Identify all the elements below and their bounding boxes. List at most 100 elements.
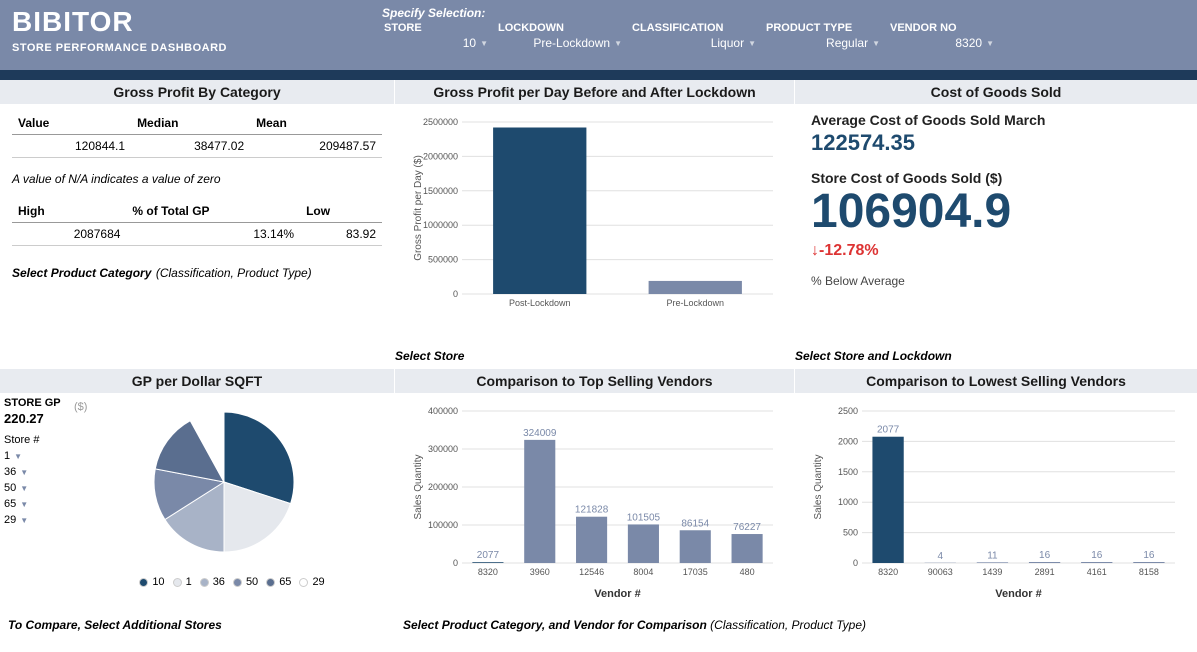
cogs-delta: ↓-12.78% — [811, 242, 1181, 260]
bar-chart-top-vendors: 0100000200000300000400000832020773960324… — [407, 401, 783, 601]
svg-text:3960: 3960 — [530, 567, 550, 577]
filter-classification-label: CLASSIFICATION — [630, 22, 760, 34]
helper-text: Select Product Category, and Vendor for … — [403, 618, 707, 632]
panel-title: Comparison to Top Selling Vendors — [395, 369, 794, 393]
helper-row-1: Select Store Select Store and Lockdown — [0, 345, 1197, 369]
row-1: Gross Profit By Category Value Median Me… — [0, 80, 1197, 345]
svg-text:86154: 86154 — [681, 518, 709, 529]
svg-text:400000: 400000 — [428, 406, 458, 416]
store-number-label: Store # — [4, 434, 66, 446]
chevron-down-icon: ▼ — [20, 516, 28, 525]
pie-chart-gp-sqft — [74, 397, 374, 567]
store-selector[interactable]: 50▼ — [4, 482, 66, 494]
store-selector[interactable]: 65▼ — [4, 498, 66, 510]
cell: 2087684 — [12, 223, 126, 246]
filter-store-label: STORE — [382, 22, 492, 34]
panel-gp-category: Gross Profit By Category Value Median Me… — [0, 80, 395, 345]
chevron-down-icon: ▼ — [20, 468, 28, 477]
svg-text:8320: 8320 — [478, 567, 498, 577]
svg-text:90063: 90063 — [928, 567, 953, 577]
cell: 209487.57 — [250, 135, 382, 158]
filter-lockdown-value: Pre-Lockdown — [533, 36, 610, 50]
svg-text:0: 0 — [853, 558, 858, 568]
divider-strip — [0, 70, 1197, 80]
filter-lockdown-label: LOCKDOWN — [496, 22, 626, 34]
legend-item: 1 — [173, 576, 192, 588]
gp-table-1: Value Median Mean 120844.1 38477.02 2094… — [12, 112, 382, 158]
svg-text:300000: 300000 — [428, 444, 458, 454]
store-selector[interactable]: 36▼ — [4, 466, 66, 478]
panel-cogs: Cost of Goods Sold Average Cost of Goods… — [795, 80, 1197, 345]
chevron-down-icon: ▼ — [480, 39, 488, 48]
helper-text: To Compare, Select Additional Stores — [8, 618, 222, 632]
svg-text:8158: 8158 — [1139, 567, 1159, 577]
store-selector[interactable]: 1▼ — [4, 450, 66, 462]
svg-text:200000: 200000 — [428, 482, 458, 492]
svg-text:Vendor #: Vendor # — [995, 588, 1041, 600]
filter-product-type[interactable]: PRODUCT TYPE Regular▼ — [764, 22, 884, 52]
legend-item: 65 — [266, 576, 291, 588]
filter-lockdown[interactable]: LOCKDOWN Pre-Lockdown ▼ — [496, 22, 626, 52]
th-low: Low — [300, 200, 382, 223]
svg-text:1500: 1500 — [838, 467, 858, 477]
cogs-avg-label: Average Cost of Goods Sold March — [811, 112, 1181, 128]
table-row: 2087684 13.14% 83.92 — [12, 223, 382, 246]
chevron-down-icon: ▼ — [614, 39, 622, 48]
svg-text:16: 16 — [1143, 550, 1155, 561]
svg-text:Pre-Lockdown: Pre-Lockdown — [666, 298, 724, 308]
svg-text:0: 0 — [453, 558, 458, 568]
pie-legend: 10136506529 — [74, 576, 390, 588]
svg-text:Sales Quantity: Sales Quantity — [813, 454, 824, 519]
panel-top-vendors: Comparison to Top Selling Vendors 010000… — [395, 369, 795, 614]
header: BIBITOR STORE PERFORMANCE DASHBOARD Spec… — [0, 0, 1197, 70]
svg-text:1500000: 1500000 — [423, 186, 458, 196]
svg-text:2891: 2891 — [1035, 567, 1055, 577]
svg-text:Post-Lockdown: Post-Lockdown — [509, 298, 571, 308]
svg-text:2500000: 2500000 — [423, 117, 458, 127]
svg-text:16: 16 — [1039, 550, 1051, 561]
filter-product-type-label: PRODUCT TYPE — [764, 22, 884, 34]
row-2: GP per Dollar SQFT STORE GP 220.27 Store… — [0, 369, 1197, 614]
filter-bar: Specify Selection: STORE 10▼ LOCKDOWN Pr… — [382, 6, 1185, 70]
helper-text: Select Product Category — [12, 266, 151, 280]
svg-text:11: 11 — [987, 550, 998, 561]
chevron-down-icon: ▼ — [14, 452, 22, 461]
svg-text:1000: 1000 — [838, 497, 858, 507]
gp-table-2: High % of Total GP Low 2087684 13.14% 83… — [12, 200, 382, 246]
svg-text:500000: 500000 — [428, 255, 458, 265]
cell: 83.92 — [300, 223, 382, 246]
brand-title: BIBITOR — [12, 6, 382, 38]
th-value: Value — [12, 112, 131, 135]
svg-text:2000000: 2000000 — [423, 151, 458, 161]
filter-classification[interactable]: CLASSIFICATION Liquor▼ — [630, 22, 760, 52]
svg-text:101505: 101505 — [627, 512, 661, 523]
helper-text: Select Store — [395, 349, 464, 363]
helper-row-2: To Compare, Select Additional Stores Sel… — [0, 614, 1197, 636]
legend-item: 36 — [200, 576, 225, 588]
store-selector[interactable]: 29▼ — [4, 514, 66, 526]
filter-store[interactable]: STORE 10▼ — [382, 22, 492, 52]
specify-label: Specify Selection: — [382, 6, 1185, 20]
arrow-down-icon: ↓ — [811, 242, 819, 259]
cell: 13.14% — [126, 223, 300, 246]
panel-title: Comparison to Lowest Selling Vendors — [795, 369, 1197, 393]
filter-vendor-no[interactable]: VENDOR NO 8320▼ — [888, 22, 998, 52]
svg-text:Vendor #: Vendor # — [594, 588, 640, 600]
svg-text:Sales Quantity: Sales Quantity — [413, 454, 424, 519]
cogs-avg-value: 122574.35 — [811, 130, 1181, 156]
svg-text:2077: 2077 — [877, 425, 900, 436]
legend-item: 10 — [139, 576, 164, 588]
svg-text:2000: 2000 — [838, 436, 858, 446]
store-gp-label: STORE GP — [4, 397, 66, 409]
svg-text:2500: 2500 — [838, 406, 858, 416]
svg-text:76227: 76227 — [733, 522, 761, 533]
svg-text:17035: 17035 — [683, 567, 708, 577]
chevron-down-icon: ▼ — [20, 484, 28, 493]
panel-title: Gross Profit per Day Before and After Lo… — [395, 80, 794, 104]
zero-note: A value of N/A indicates a value of zero — [12, 172, 382, 186]
cell: 120844.1 — [12, 135, 131, 158]
chevron-down-icon: ▼ — [20, 500, 28, 509]
helper-text: Select Store and Lockdown — [795, 349, 952, 363]
svg-text:8004: 8004 — [633, 567, 653, 577]
th-median: Median — [131, 112, 250, 135]
